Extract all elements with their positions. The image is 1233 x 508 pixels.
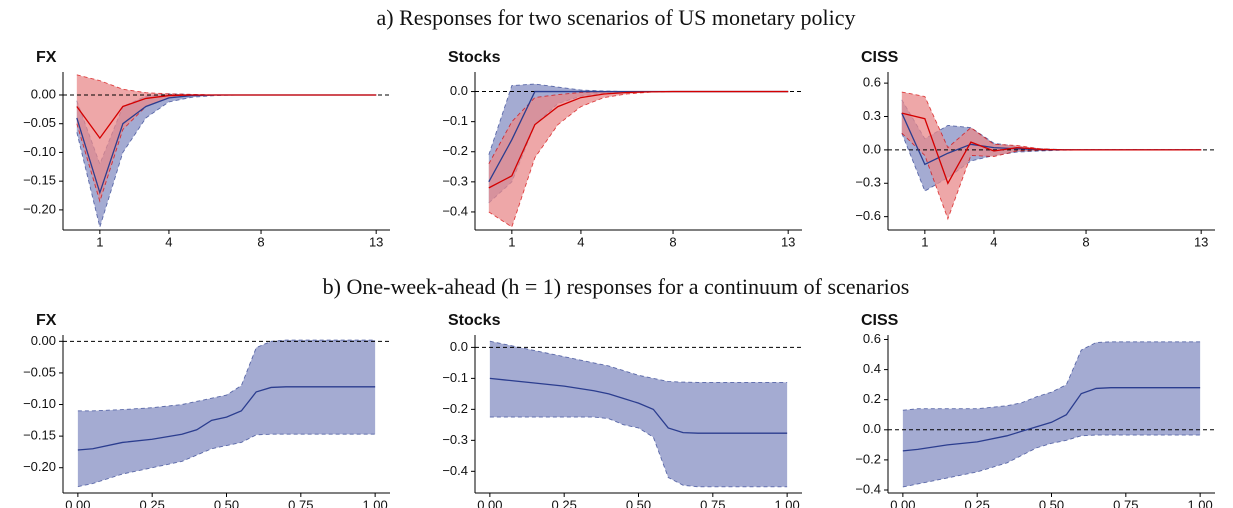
section-title: a) Responses for two scenarios of US mon… [376, 5, 855, 30]
y-tick-label: −0.10 [23, 144, 56, 159]
x-tick-label: 8 [1082, 234, 1089, 249]
band-edge [489, 340, 788, 383]
band-edge [77, 339, 376, 412]
y-tick-label: 0.00 [31, 333, 56, 348]
y-tick-label: −0.10 [23, 396, 56, 411]
section-title: b) One-week-ahead (h = 1) responses for … [323, 274, 910, 299]
confidence-band [488, 91, 789, 227]
x-tick-label: 4 [165, 234, 172, 249]
panel: Stocks 0.0 −0.1 −0.2 −0.3 −0.4 0.00 0.25 0.50 0.7… [442, 312, 802, 508]
panel: FX 0.00 −0.05 −0.10 −0.15 −0.20 0.00 0.25 0.50 0.… [23, 312, 390, 508]
panel: CISS 0.6 0.4 0.2 0.0 −0.2 −0.4 0.00 0.25 0.50 0.75… [855, 312, 1215, 508]
y-tick-label: 0.2 [863, 391, 881, 406]
x-tick-label: 1.00 [774, 497, 799, 508]
y-tick-label: −0.6 [855, 208, 881, 223]
y-tick-label: 0.0 [863, 141, 881, 156]
band-edge [489, 416, 788, 488]
band-edge [488, 83, 789, 155]
y-tick-label: −0.05 [23, 364, 56, 379]
chart-title: Stocks [448, 49, 501, 66]
y-tick-label: −0.1 [442, 113, 468, 128]
x-tick-label: 0.75 [700, 497, 725, 508]
x-tick-label: 0.25 [552, 497, 577, 508]
x-tick-label: 0.75 [288, 497, 313, 508]
x-tick-label: 8 [669, 234, 676, 249]
y-tick-label: 0.00 [31, 86, 56, 101]
y-tick-label: −0.3 [855, 175, 881, 190]
x-tick-label: 0.00 [477, 497, 502, 508]
x-tick-label: 1 [96, 234, 103, 249]
y-tick-label: −0.4 [442, 203, 468, 218]
y-tick-label: 0.4 [863, 361, 881, 376]
x-tick-label: 1 [508, 234, 515, 249]
y-tick-label: −0.20 [23, 201, 56, 216]
panel: FX 0.00 −0.05 −0.10 −0.15 −0.20 1 4 8 13 [23, 49, 390, 249]
y-tick-label: −0.2 [442, 401, 468, 416]
chart-title: CISS [861, 49, 899, 66]
y-tick-label: −0.3 [442, 432, 468, 447]
x-tick-label: 0.25 [965, 497, 990, 508]
y-tick-label: −0.3 [442, 173, 468, 188]
y-tick-label: −0.05 [23, 115, 56, 130]
y-tick-label: 0.0 [450, 83, 468, 98]
x-tick-label: 4 [990, 234, 997, 249]
chart-title: FX [36, 312, 57, 329]
y-tick-label: 0.6 [863, 331, 881, 346]
band-edge [76, 94, 377, 203]
x-tick-label: 0.75 [1113, 497, 1138, 508]
x-tick-label: 0.25 [140, 497, 165, 508]
band-edge [902, 434, 1201, 488]
y-tick-label: −0.20 [23, 459, 56, 474]
y-tick-label: −0.2 [442, 143, 468, 158]
y-tick-label: 0.0 [863, 421, 881, 436]
y-tick-label: 0.0 [450, 339, 468, 354]
confidence-band [488, 84, 789, 203]
confidence-band [901, 92, 1202, 219]
response-line [489, 377, 788, 434]
y-tick-label: −0.1 [442, 370, 468, 385]
response-line [488, 90, 789, 189]
x-tick-label: 0.50 [1039, 497, 1064, 508]
x-tick-label: 13 [1194, 234, 1208, 249]
y-tick-label: −0.15 [23, 173, 56, 188]
response-line [77, 386, 376, 451]
y-tick-label: −0.15 [23, 428, 56, 443]
confidence-band [76, 74, 377, 202]
confidence-band [489, 341, 788, 487]
x-tick-label: 8 [257, 234, 264, 249]
x-tick-label: 13 [369, 234, 383, 249]
chart-title: Stocks [448, 312, 501, 329]
x-tick-label: 0.50 [214, 497, 239, 508]
x-tick-label: 0.00 [890, 497, 915, 508]
response-line [901, 112, 1202, 185]
x-tick-label: 1.00 [362, 497, 387, 508]
chart-title: FX [36, 49, 57, 66]
response-line [902, 387, 1201, 452]
x-tick-label: 13 [781, 234, 795, 249]
x-tick-label: 0.00 [65, 497, 90, 508]
panel: CISS 0.6 0.3 0.0 −0.3 −0.6 1 4 8 13 [855, 49, 1215, 249]
confidence-band [902, 341, 1201, 487]
y-tick-label: 0.3 [863, 108, 881, 123]
chart-title: CISS [861, 312, 899, 329]
y-tick-label: −0.2 [855, 451, 881, 466]
x-tick-label: 1.00 [1187, 497, 1212, 508]
response-line [76, 94, 377, 140]
x-tick-label: 4 [577, 234, 584, 249]
y-tick-label: −0.4 [442, 463, 468, 478]
confidence-band [77, 340, 376, 487]
panel: Stocks 0.0 −0.1 −0.2 −0.3 −0.4 1 4 8 13 [442, 49, 802, 249]
x-tick-label: 0.50 [626, 497, 651, 508]
band-edge [77, 433, 376, 488]
y-tick-label: 0.6 [863, 75, 881, 90]
y-tick-label: −0.4 [855, 481, 881, 496]
x-tick-label: 1 [921, 234, 928, 249]
